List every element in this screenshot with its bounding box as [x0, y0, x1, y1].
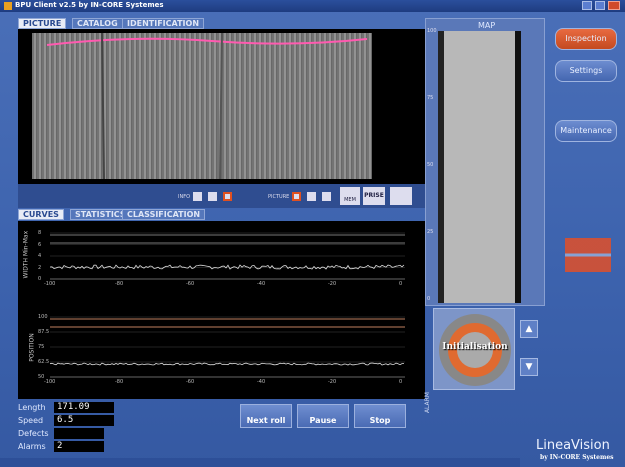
- readout-value-empty: [54, 428, 104, 439]
- alarm-label: ALARM: [424, 392, 431, 414]
- alarm-icons: [565, 238, 611, 272]
- memory-button[interactable]: MEM: [340, 187, 360, 205]
- nav-button[interactable]: Maintenance: [555, 120, 617, 142]
- status-text: Initialisation: [442, 342, 508, 352]
- x-tick-label: -60: [186, 379, 195, 385]
- status-bar: [0, 458, 520, 467]
- map-scale-label: 50: [427, 162, 434, 168]
- y-tick-label: 8: [38, 230, 42, 236]
- control-label: PICTURE: [268, 194, 290, 200]
- readout-value: 6.5: [54, 415, 114, 426]
- readout-label: Alarms: [18, 442, 46, 451]
- control-button[interactable]: Stop: [354, 404, 406, 428]
- signal-trace: [49, 362, 404, 366]
- nav-button[interactable]: Settings: [555, 60, 617, 82]
- curves-panel: WIDTH Min-Max 8 6 4 2 0 -100 -80 -60 -40 -20 0 POSIT…: [18, 221, 425, 399]
- picture-controls: INFO PICTURE MEM PRISE: [18, 184, 425, 208]
- curves-plot: [49, 232, 405, 378]
- y-tick-label: 50: [38, 374, 45, 380]
- y-tick-label: 0: [38, 276, 42, 282]
- x-tick-label: -100: [44, 379, 56, 385]
- image-overlay: [46, 33, 368, 179]
- x-tick-label: -20: [328, 379, 337, 385]
- x-tick-label: -20: [328, 281, 337, 287]
- tab[interactable]: CURVES: [18, 209, 64, 220]
- checkbox[interactable]: [193, 192, 202, 201]
- x-tick-label: -60: [186, 281, 195, 287]
- readouts: Length 171.09 Speed 6.5 Defects Alarms 2: [18, 400, 228, 455]
- app-icon: [4, 2, 12, 10]
- map-scale-label: 100: [427, 28, 437, 34]
- x-tick-label: -40: [257, 379, 266, 385]
- x-tick-label: -100: [44, 281, 56, 287]
- maximize-button[interactable]: [595, 1, 605, 10]
- brand-byline: by IN-CORE Systemes: [540, 454, 614, 461]
- scroll-up-button[interactable]: ▲: [520, 320, 538, 338]
- tab[interactable]: CLASSIFICATION: [122, 209, 206, 220]
- map-scale-label: 0: [427, 296, 431, 302]
- control-label: INFO: [178, 194, 191, 200]
- readout-value: 2: [54, 441, 104, 452]
- tab[interactable]: CATALOG: [72, 18, 123, 29]
- readout-label: Defects: [18, 429, 49, 438]
- x-tick-label: 0: [399, 379, 403, 385]
- readout-label: Speed: [18, 416, 44, 425]
- checkbox[interactable]: [307, 192, 316, 201]
- capture-button[interactable]: PRISE: [363, 187, 385, 205]
- tab[interactable]: PICTURE: [18, 18, 67, 29]
- readout-value: 171.09: [54, 402, 114, 413]
- tab[interactable]: IDENTIFICATION: [122, 18, 205, 29]
- y-tick-label: 4: [38, 253, 42, 259]
- picture-panel: [18, 29, 425, 184]
- window-title: BPU Client v2.5 by IN-CORE Systemes: [15, 1, 164, 9]
- map-scale-label: 75: [427, 95, 434, 101]
- checkbox[interactable]: [292, 192, 301, 201]
- status-panel: Initialisation: [433, 308, 515, 390]
- y-tick-label: 87.5: [38, 329, 50, 335]
- status-target: [439, 314, 511, 386]
- x-tick-label: -80: [115, 281, 124, 287]
- map-scale-label: 25: [427, 229, 434, 235]
- x-tick-label: -80: [115, 379, 124, 385]
- checkbox[interactable]: [208, 192, 217, 201]
- curve-axis-label: POSITION: [28, 333, 36, 362]
- y-tick-label: 6: [38, 241, 42, 248]
- y-tick-label: 100: [38, 314, 48, 320]
- map-panel: MAP 100 75 50 25 0: [425, 18, 545, 306]
- y-tick-label: 62.5: [38, 359, 50, 365]
- checkbox[interactable]: [223, 192, 232, 201]
- brand-name: LineaVision: [536, 438, 610, 453]
- title-bar: BPU Client v2.5 by IN-CORE Systemes: [0, 0, 625, 12]
- control-button[interactable]: Next roll: [240, 404, 292, 428]
- x-tick-label: 0: [399, 281, 403, 287]
- minimize-button[interactable]: [582, 1, 592, 10]
- y-tick-label: 2: [38, 264, 42, 271]
- readout-label: Length: [18, 403, 46, 412]
- curve-axis-label: WIDTH Min-Max: [22, 230, 30, 279]
- map-title: MAP: [478, 21, 496, 30]
- close-button[interactable]: [608, 1, 620, 10]
- map-scale: 100 75 50 25 0: [426, 19, 438, 307]
- fabric-image: [32, 33, 372, 179]
- map-strip: [438, 31, 521, 303]
- zoom-button[interactable]: [390, 187, 412, 205]
- x-tick-label: -40: [257, 281, 266, 287]
- signal-trace: [49, 264, 405, 270]
- control-button[interactable]: Pause: [297, 404, 349, 428]
- nav-button[interactable]: Inspection: [555, 28, 617, 50]
- y-tick-label: 75: [38, 344, 45, 350]
- scroll-down-button[interactable]: ▼: [520, 358, 538, 376]
- checkbox[interactable]: [322, 192, 331, 201]
